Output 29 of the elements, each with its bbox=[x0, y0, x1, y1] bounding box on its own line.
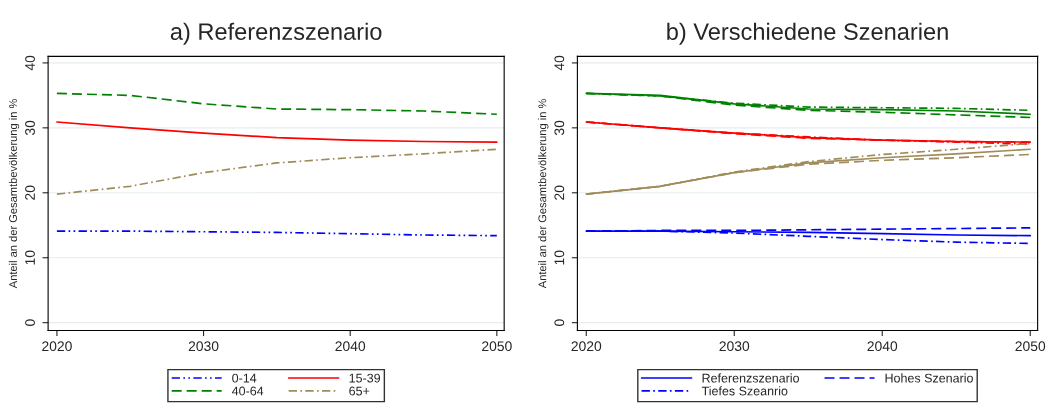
legend-label: 65+ bbox=[349, 386, 370, 396]
legend-label: Tiefes Szeanrio bbox=[701, 386, 788, 396]
x-tick-label: 2040 bbox=[335, 341, 366, 352]
y-tick-label: 40 bbox=[554, 55, 565, 71]
legend-label: Hohes Szenario bbox=[885, 373, 973, 383]
y-tick-label: 0 bbox=[25, 319, 35, 326]
y-tick-label: 10 bbox=[554, 250, 565, 265]
x-tick-label: 2040 bbox=[867, 341, 898, 352]
y-tick-label: 40 bbox=[25, 55, 35, 71]
y-tick-label: 30 bbox=[554, 120, 565, 136]
legend-label: 0-14 bbox=[232, 373, 257, 383]
chart-title: b) Verschiedene Szenarien bbox=[667, 22, 948, 45]
y-tick-label: 20 bbox=[554, 185, 565, 200]
y-axis-title: Anteil an der Gesamtbevölkerung in % bbox=[8, 99, 20, 289]
chart-title: a) Referenzszenario bbox=[170, 22, 382, 45]
y-tick-label: 0 bbox=[554, 319, 565, 326]
legend-label: 15-39 bbox=[349, 373, 381, 383]
x-tick-label: 2020 bbox=[42, 341, 72, 352]
y-tick-label: 10 bbox=[25, 250, 35, 265]
y-axis-title: Anteil an der Gesamtbevölkerung in % bbox=[538, 99, 549, 289]
legend-label: 40-64 bbox=[231, 386, 264, 396]
x-tick-label: 2020 bbox=[571, 341, 602, 352]
legend-label: Referenzszenario bbox=[702, 373, 800, 383]
x-tick-label: 2030 bbox=[188, 341, 219, 352]
y-tick-label: 30 bbox=[25, 120, 35, 136]
x-tick-label: 2050 bbox=[482, 341, 512, 352]
x-tick-label: 2050 bbox=[1015, 341, 1046, 352]
x-tick-label: 2030 bbox=[719, 341, 750, 352]
y-tick-label: 20 bbox=[25, 185, 35, 200]
